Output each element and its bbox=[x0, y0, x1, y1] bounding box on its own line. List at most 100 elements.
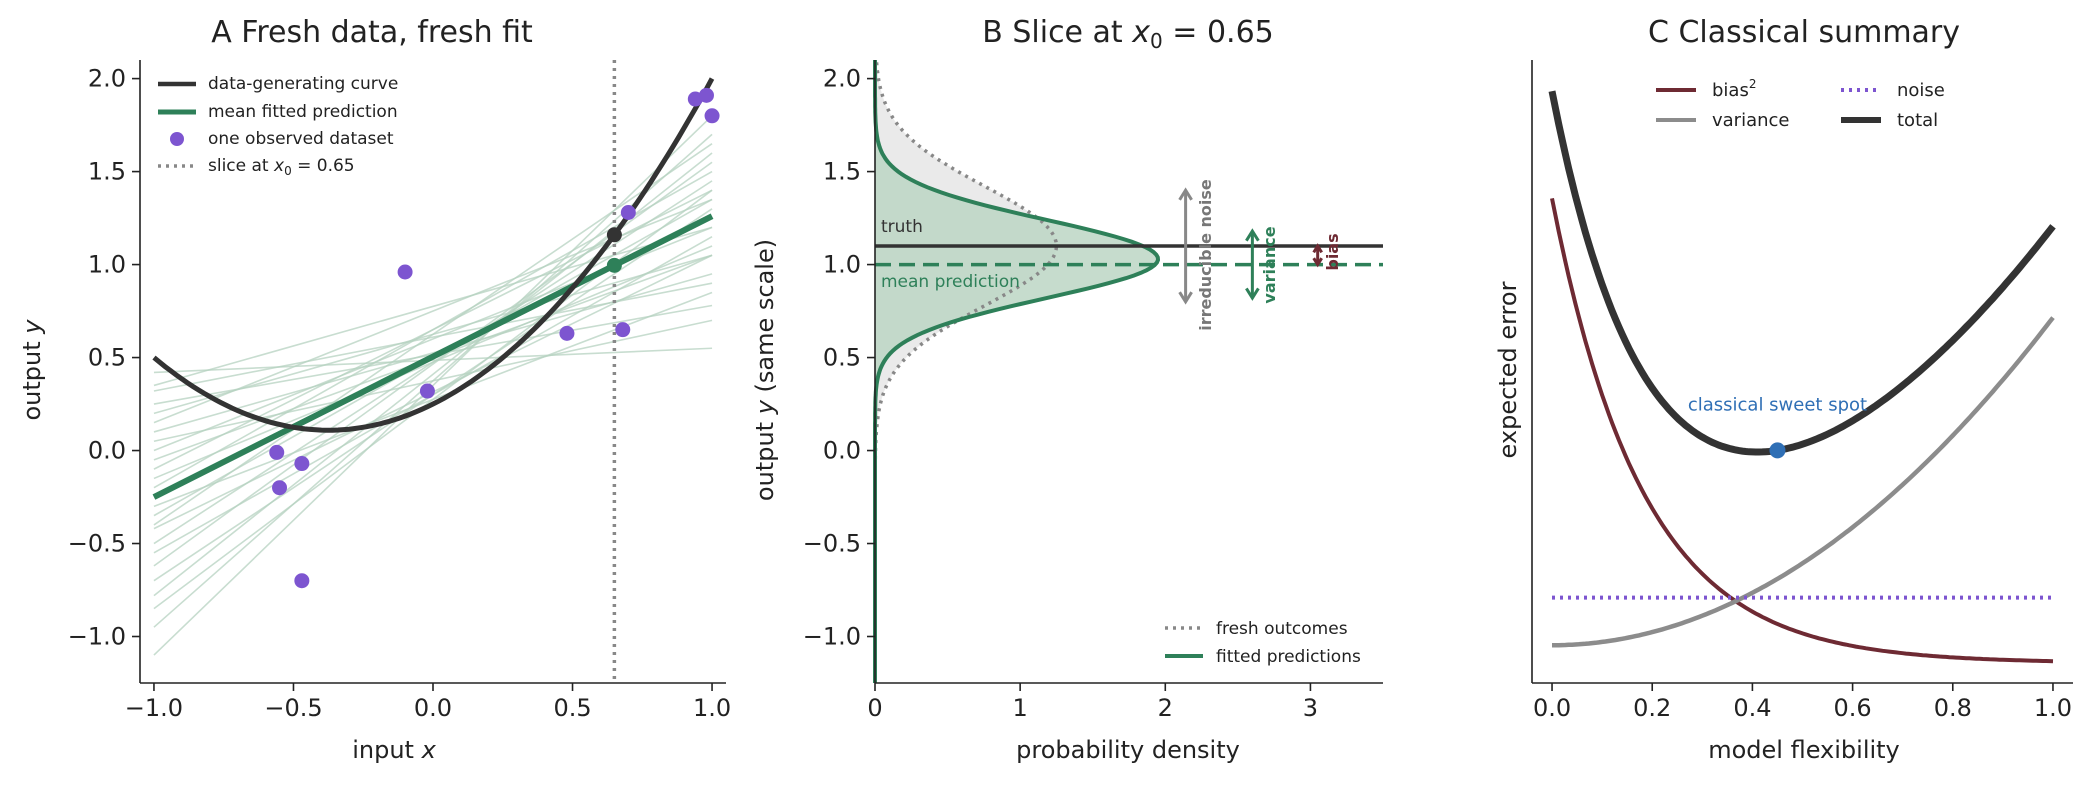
panel-a-fitted-lines bbox=[153, 115, 713, 656]
x-tick-label: 0.4 bbox=[1733, 694, 1771, 722]
x-tick-label: 0.2 bbox=[1633, 694, 1671, 722]
variance-arrow-head-bottom bbox=[1245, 287, 1260, 301]
noise-arrow-head-top bbox=[1178, 187, 1193, 201]
mean-fit-line bbox=[152, 213, 714, 500]
panel-b-title: B Slice at x0 = 0.65 bbox=[982, 15, 1274, 53]
x-tick-label: 0.0 bbox=[414, 694, 452, 722]
variance-arrow-head-top bbox=[1245, 228, 1260, 242]
sweet-spot-label: classical sweet spot bbox=[1688, 394, 1867, 415]
legend-label-slice: slice at x0 = 0.65 bbox=[208, 156, 355, 178]
y-tick-label: −0.5 bbox=[803, 530, 861, 558]
legend-label-variance: variance bbox=[1712, 110, 1790, 131]
data-point bbox=[272, 480, 288, 496]
truth-curve bbox=[152, 77, 715, 433]
x-tick-label: −1.0 bbox=[125, 694, 183, 722]
y-tick-label: 1.0 bbox=[88, 251, 126, 279]
panel-b-ylabel: output y (same scale) bbox=[751, 239, 779, 501]
slice-fit-marker bbox=[606, 257, 622, 273]
legend-swatch-points bbox=[170, 132, 184, 146]
y-tick-label: 0.5 bbox=[88, 344, 126, 372]
panel-c-title: C Classical summary bbox=[1648, 15, 1960, 50]
y-tick-label: −0.5 bbox=[68, 530, 126, 558]
fitted-line bbox=[153, 319, 713, 443]
legend-label-points: one observed dataset bbox=[208, 129, 394, 149]
y-tick-label: 0.0 bbox=[88, 437, 126, 465]
noise-arrow-head-bottom bbox=[1178, 291, 1193, 305]
legend-label-noise: noise bbox=[1897, 80, 1945, 101]
data-point bbox=[269, 444, 285, 460]
y-tick-label: −1.0 bbox=[68, 623, 126, 651]
panel-b: B Slice at x0 = 0.65 0 1 2 3 −1.0 −0.5 0.0 0.5 1… bbox=[751, 15, 1383, 764]
panel-c-ylabel: expected error bbox=[1494, 281, 1522, 458]
mean-prediction-annotation: mean prediction bbox=[881, 272, 1020, 292]
data-point bbox=[698, 87, 714, 103]
y-tick-label: 2.0 bbox=[823, 65, 861, 93]
x-tick-label: −0.5 bbox=[264, 694, 322, 722]
y-tick-label: 1.0 bbox=[823, 251, 861, 279]
y-tick-label: 0.0 bbox=[823, 437, 861, 465]
legend-label-bias: bias2 bbox=[1712, 77, 1756, 101]
fitted-predictions-fill bbox=[875, 60, 1158, 683]
data-point bbox=[704, 108, 720, 124]
x-tick-label: 0.6 bbox=[1834, 694, 1872, 722]
y-tick-label: 0.5 bbox=[823, 344, 861, 372]
data-point bbox=[397, 264, 413, 280]
fitted-line bbox=[153, 189, 713, 610]
fitted-line bbox=[153, 226, 713, 387]
slice-truth-marker bbox=[606, 227, 622, 243]
data-point bbox=[620, 204, 636, 220]
panel-a-curves bbox=[152, 60, 720, 683]
bias-squared-curve bbox=[1550, 198, 2054, 664]
x-tick-label: 3 bbox=[1303, 694, 1318, 722]
fitted-line bbox=[153, 115, 713, 656]
panel-a-axes: −1.0 −0.5 0.0 0.5 1.0 −1.0 −0.5 0.0 0.5 1.0 1.5 2.0 bbox=[68, 60, 731, 722]
x-tick-label: 0.5 bbox=[553, 694, 591, 722]
total-curve bbox=[1548, 90, 2056, 456]
legend-label-truth: data-generating curve bbox=[208, 74, 398, 94]
y-tick-label: 2.0 bbox=[88, 65, 126, 93]
x-tick-label: 1 bbox=[1013, 694, 1028, 722]
panel-a-ylabel: output y bbox=[18, 319, 46, 421]
truth-annotation: truth bbox=[881, 217, 923, 237]
fitted-line bbox=[153, 143, 713, 526]
fitted-line bbox=[153, 347, 713, 374]
panel-c-axes: 0.0 0.2 0.4 0.6 0.8 1.0 bbox=[1531, 60, 2073, 722]
y-tick-label: 1.5 bbox=[823, 158, 861, 186]
panel-c-curves bbox=[1548, 90, 2056, 664]
x-tick-label: 1.0 bbox=[693, 694, 731, 722]
irreducible-noise-annotation: irreducible noise bbox=[1196, 179, 1215, 331]
data-point bbox=[615, 322, 631, 338]
panel-b-axes: 0 1 2 3 −1.0 −0.5 0.0 0.5 1.0 1.5 2.0 bbox=[803, 60, 1383, 722]
data-point bbox=[294, 456, 310, 472]
fresh-outcomes-curve bbox=[873, 59, 1059, 683]
panel-a-legend: data-generating curve mean fitted predic… bbox=[158, 74, 398, 178]
legend-label-fitted-predictions: fitted predictions bbox=[1216, 647, 1361, 667]
panel-b-xlabel: probability density bbox=[1016, 736, 1240, 764]
panel-b-legend: fresh outcomes fitted predictions bbox=[1165, 619, 1361, 667]
x-tick-label: 0.8 bbox=[1934, 694, 1972, 722]
legend-label-total: total bbox=[1897, 110, 1938, 131]
sweet-spot-marker bbox=[1769, 442, 1786, 459]
data-point bbox=[294, 573, 310, 589]
panel-a-xlabel: input x bbox=[352, 736, 436, 764]
panel-a-title: A Fresh data, fresh fit bbox=[211, 15, 533, 50]
x-tick-label: 1.0 bbox=[2034, 694, 2072, 722]
bias-arrow-head-bottom bbox=[1312, 257, 1323, 268]
panel-c: C Classical summary 0.0 0.2 0.4 0.6 0.8 1.0 m… bbox=[1494, 15, 2073, 764]
panel-c-xlabel: model flexibility bbox=[1708, 736, 1900, 764]
panel-c-legend: bias2 variance noise total bbox=[1656, 77, 1945, 131]
variance-annotation: variance bbox=[1260, 226, 1279, 303]
variance-curve bbox=[1552, 316, 2055, 648]
x-tick-label: 0.0 bbox=[1533, 694, 1571, 722]
y-tick-label: −1.0 bbox=[803, 623, 861, 651]
panel-a: A Fresh data, fresh fit −1.0 −0.5 0.0 0.5 1.… bbox=[18, 15, 731, 764]
bias-arrow-head-top bbox=[1312, 243, 1323, 254]
y-tick-label: 1.5 bbox=[88, 158, 126, 186]
panel-b-densities bbox=[873, 59, 1383, 683]
x-tick-label: 0 bbox=[867, 694, 882, 722]
bias-annotation: bias bbox=[1323, 233, 1342, 270]
data-point bbox=[559, 325, 575, 341]
x-tick-label: 2 bbox=[1158, 694, 1173, 722]
legend-label-mean-fit: mean fitted prediction bbox=[208, 102, 398, 122]
